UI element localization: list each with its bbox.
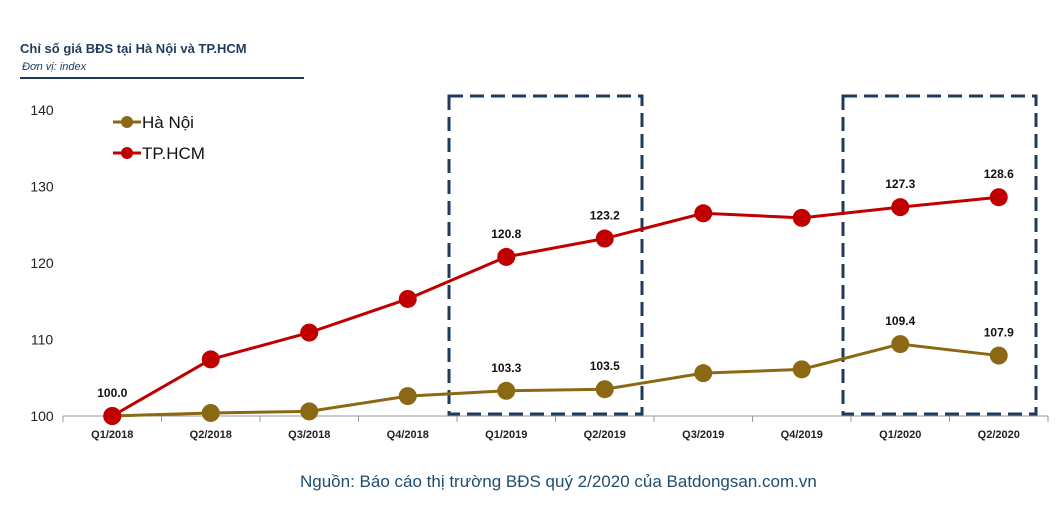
x-tick-label: Q2/2019 <box>584 429 626 441</box>
y-tick-label: 100 <box>30 408 54 424</box>
series-hcm-point <box>989 188 1008 207</box>
y-tick-label: 110 <box>31 332 54 348</box>
title-underline <box>20 77 304 79</box>
data-label: 107.9 <box>984 326 1014 340</box>
highlight-box <box>447 94 644 416</box>
data-label: 128.6 <box>984 167 1014 181</box>
series-hcm-point <box>595 229 614 248</box>
x-tick-label: Q1/2018 <box>91 429 133 441</box>
y-tick-label: 140 <box>30 102 54 118</box>
data-label: 123.2 <box>590 209 620 223</box>
series-hcm-point <box>891 198 910 217</box>
x-tick-label: Q4/2019 <box>781 429 823 441</box>
data-label: 103.5 <box>590 359 620 373</box>
x-tick-label: Q2/2018 <box>190 429 232 441</box>
series-hanoi-point <box>300 402 319 421</box>
chart-title: Chỉ số giá BĐS tại Hà Nội và TP.HCM <box>20 41 247 56</box>
legend-marker <box>121 116 133 128</box>
x-tick-label: Q4/2018 <box>387 429 429 441</box>
series-hcm-point <box>792 208 811 227</box>
legend-marker <box>121 147 133 159</box>
x-tick-label: Q3/2019 <box>682 429 724 441</box>
x-tick-label: Q1/2019 <box>485 429 527 441</box>
x-tick-label: Q1/2020 <box>879 429 921 441</box>
series-hanoi-point <box>989 346 1008 365</box>
series-hcm-point <box>201 350 220 369</box>
legend-label: Hà Nội <box>142 113 194 132</box>
x-tick-label: Q3/2018 <box>288 429 330 441</box>
series-hanoi-point <box>595 380 614 399</box>
data-label: 100.0 <box>97 386 127 400</box>
series-hanoi-point <box>497 381 516 400</box>
data-label: 109.4 <box>885 314 915 328</box>
x-tick-label: Q2/2020 <box>978 429 1020 441</box>
series-hanoi-point <box>891 335 910 354</box>
series-hcm-line <box>111 195 999 418</box>
series-hcm-point <box>497 247 516 266</box>
series-hcm-point <box>398 289 417 308</box>
series-hanoi-point <box>792 360 811 379</box>
data-label: 120.8 <box>491 227 521 241</box>
series-hanoi-point <box>201 403 220 422</box>
y-tick-label: 120 <box>30 255 54 271</box>
source-note: Nguồn: Báo cáo thị trường BĐS quý 2/2020… <box>300 472 817 491</box>
data-label: 127.3 <box>885 177 915 191</box>
y-tick-label: 130 <box>30 179 54 195</box>
legend-label: TP.HCM <box>142 144 205 163</box>
series-hcm-point <box>300 323 319 342</box>
series-hanoi-point <box>694 364 713 383</box>
series-hanoi-line <box>112 342 999 418</box>
series-hanoi-point <box>398 387 417 406</box>
data-label: 103.3 <box>491 361 521 375</box>
highlight-box <box>841 94 1038 416</box>
chart-unit: Đơn vị: index <box>22 61 87 73</box>
series-hcm-point <box>694 204 713 223</box>
series-hcm-point <box>103 407 122 425</box>
